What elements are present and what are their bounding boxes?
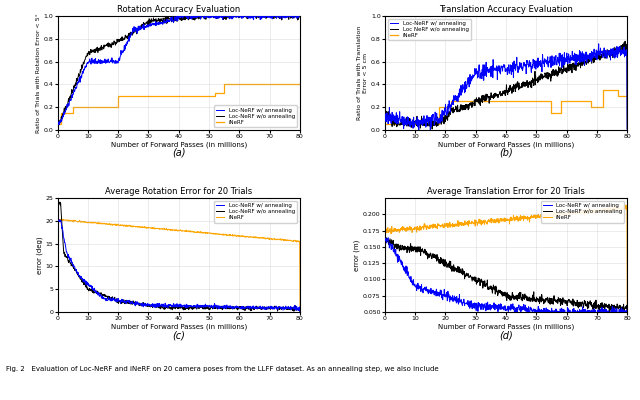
Legend: Loc-NeRF w/ annealing, Loc-NeRF w/o annealing, iNeRF: Loc-NeRF w/ annealing, Loc-NeRF w/o anne…	[214, 106, 297, 127]
Legend: Loc-NeRF w/ annealing, Loc-NeRF w/o annealing, iNeRF: Loc-NeRF w/ annealing, Loc-NeRF w/o anne…	[214, 201, 297, 222]
Title: Average Rotation Error for 20 Trials: Average Rotation Error for 20 Trials	[105, 187, 252, 196]
Text: Fig. 2   Evaluation of Loc-NeRF and iNeRF on 20 camera poses from the LLFF datas: Fig. 2 Evaluation of Loc-NeRF and iNeRF …	[6, 366, 439, 372]
Title: Translation Accuracy Evaluation: Translation Accuracy Evaluation	[439, 5, 573, 14]
Text: (b): (b)	[499, 148, 513, 158]
Legend: Loc-NeRF w/ annealing, Loc-NeRF w/o annealing, iNeRF: Loc-NeRF w/ annealing, Loc-NeRF w/o anne…	[541, 201, 625, 222]
Text: (a): (a)	[172, 148, 186, 158]
X-axis label: Number of Forward Passes (in millions): Number of Forward Passes (in millions)	[438, 324, 574, 330]
Legend: Loc-NeRF w/ annealing, Loc NeRF w/o annealing, iNeRF: Loc-NeRF w/ annealing, Loc NeRF w/o anne…	[388, 19, 471, 40]
X-axis label: Number of Forward Passes (in millions): Number of Forward Passes (in millions)	[111, 142, 247, 148]
Text: (c): (c)	[172, 330, 185, 340]
X-axis label: Number of Forward Passes (in millions): Number of Forward Passes (in millions)	[438, 142, 574, 148]
Y-axis label: Ratio of Trials with Rotation Error < 5°: Ratio of Trials with Rotation Error < 5°	[36, 13, 41, 133]
Title: Rotation Accuracy Evaluation: Rotation Accuracy Evaluation	[117, 5, 241, 14]
X-axis label: Number of Forward Passes (in millions): Number of Forward Passes (in millions)	[111, 324, 247, 330]
Y-axis label: Ratio of Trials with Translation
Error < 5 cm: Ratio of Trials with Translation Error <…	[357, 26, 368, 120]
Y-axis label: error (m): error (m)	[354, 239, 360, 271]
Title: Average Translation Error for 20 Trials: Average Translation Error for 20 Trials	[427, 187, 585, 196]
Y-axis label: error (deg): error (deg)	[36, 236, 43, 274]
Text: (d): (d)	[499, 330, 513, 340]
